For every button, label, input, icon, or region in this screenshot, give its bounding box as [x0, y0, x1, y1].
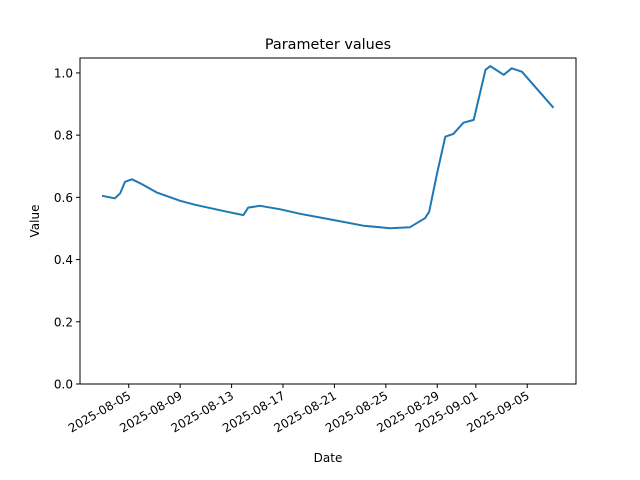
plot-frame	[79, 57, 577, 385]
y-tick-label: 1.0	[54, 66, 73, 80]
series-line	[101, 65, 555, 230]
y-tick-label: 0.2	[54, 315, 73, 329]
y-tick-label: 0.4	[54, 253, 73, 267]
y-tick-label: 0.6	[54, 191, 73, 205]
y-tick-label: 0.0	[54, 378, 73, 392]
chart-title: Parameter values	[265, 37, 391, 53]
y-tick-label: 0.8	[54, 129, 73, 143]
y-axis-label: Value	[28, 205, 42, 238]
x-axis-label: Date	[314, 451, 343, 465]
